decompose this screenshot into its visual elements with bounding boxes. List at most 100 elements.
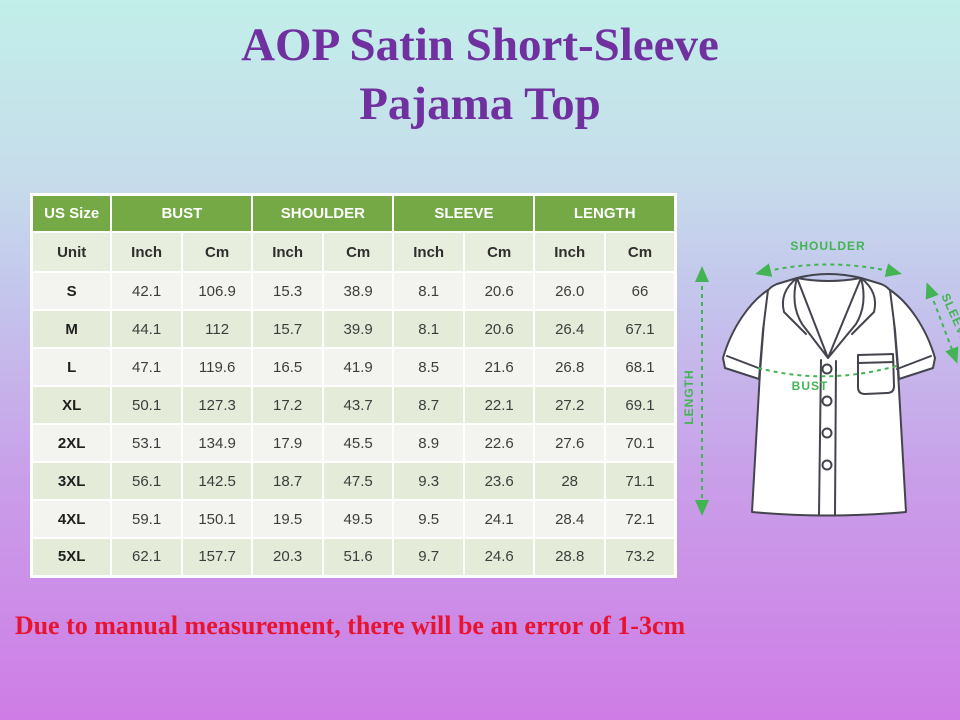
collar-right-outer [851, 277, 877, 335]
sleeve-arrow [925, 282, 959, 364]
column-group-shoulder: SHOULDER [251, 193, 395, 233]
unit-cell: Inch [110, 231, 183, 273]
size-chart-body: S 42.1 106.9 15.3 38.9 8.1 20.6 26.0 66 M 44.1 112 1… [30, 271, 677, 577]
size-chart-table: US Size BUST SHOULDER SLEEVE LENGTH Unit Inch C… [30, 193, 677, 578]
pajama-top-diagram: SHOULDER SLEEVE LENGTH BUST [682, 239, 960, 517]
measurement-value: 119.6 [180, 347, 254, 387]
collar-left-lapel [793, 277, 829, 359]
measurement-value: 106.9 [180, 271, 254, 311]
measurement-value: 127.3 [180, 385, 254, 425]
measurement-value: 8.7 [392, 385, 465, 425]
size-label: L [30, 347, 113, 387]
measurement-value: 26.0 [533, 271, 606, 311]
measurement-value: 24.1 [462, 499, 536, 539]
measurement-value: 38.9 [321, 271, 395, 311]
measurement-value: 26.8 [533, 347, 606, 387]
measurement-value: 9.7 [392, 537, 465, 577]
size-row-5xl: 5XL 62.1 157.7 20.3 51.6 9.7 24.6 28.8 73.2 [30, 537, 677, 577]
size-chart-head: US Size BUST SHOULDER SLEEVE LENGTH Unit Inch C… [30, 193, 677, 273]
unit-cell: Inch [533, 231, 606, 273]
size-row-2xl: 2XL 53.1 134.9 17.9 45.5 8.9 22.6 27.6 70.1 [30, 423, 677, 463]
collar-left-outer [781, 277, 807, 335]
measurement-value: 47.5 [321, 461, 395, 501]
shoulder-arrow [755, 263, 902, 277]
column-group-bust: BUST [110, 193, 254, 233]
measurement-value: 112 [180, 309, 254, 349]
measurement-value: 70.1 [603, 423, 677, 463]
measurement-value: 15.7 [251, 309, 324, 349]
unit-cell: Inch [251, 231, 324, 273]
measurement-value: 47.1 [110, 347, 183, 387]
size-row-4xl: 4XL 59.1 150.1 19.5 49.5 9.5 24.1 28.4 72.1 [30, 499, 677, 539]
measurement-value: 19.5 [251, 499, 324, 539]
measurement-value: 142.5 [180, 461, 254, 501]
measurement-value: 20.6 [462, 309, 536, 349]
column-group-us-size: US Size [30, 193, 113, 233]
measurement-value: 71.1 [603, 461, 677, 501]
measurement-value: 43.7 [321, 385, 395, 425]
shirt-button [821, 459, 833, 471]
shirt-button [821, 395, 833, 407]
unit-cell: Inch [392, 231, 465, 273]
measurement-value: 15.3 [251, 271, 324, 311]
pajama-top-drawing [722, 273, 936, 517]
measurement-value: 66 [603, 271, 677, 311]
length-label: LENGTH [682, 369, 696, 424]
page-title-line2: Pajama Top [359, 77, 601, 130]
collar-neck-top [796, 273, 862, 279]
measurement-value: 22.1 [462, 385, 536, 425]
measurement-value: 73.2 [603, 537, 677, 577]
measurement-value: 69.1 [603, 385, 677, 425]
measurement-value: 45.5 [321, 423, 395, 463]
measurement-value: 26.4 [533, 309, 606, 349]
measurement-arrows [695, 263, 959, 516]
measurement-value: 8.9 [392, 423, 465, 463]
measurement-value: 56.1 [110, 461, 183, 501]
measurement-value: 68.1 [603, 347, 677, 387]
measurement-value: 28.4 [533, 499, 606, 539]
measurement-value: 44.1 [110, 309, 183, 349]
measurement-value: 27.6 [533, 423, 606, 463]
bust-label: BUST [792, 379, 829, 393]
measurement-value: 59.1 [110, 499, 183, 539]
size-row-xl: XL 50.1 127.3 17.2 43.7 8.7 22.1 27.2 69.1 [30, 385, 677, 425]
size-row-l: L 47.1 119.6 16.5 41.9 8.5 21.6 26.8 68.1 [30, 347, 677, 387]
measurement-value: 8.1 [392, 271, 465, 311]
shirt-button [821, 427, 833, 439]
shirt-pocket [857, 353, 895, 395]
shirt-right-sleeve [889, 289, 936, 380]
measurement-value: 72.1 [603, 499, 677, 539]
bust-arrow [757, 364, 901, 378]
shirt-left-cuff-line [726, 355, 762, 370]
measurement-value: 62.1 [110, 537, 183, 577]
measurement-value: 49.5 [321, 499, 395, 539]
measurement-value: 28.8 [533, 537, 606, 577]
measurement-value: 8.5 [392, 347, 465, 387]
sleeve-label: SLEEVE [938, 291, 960, 345]
shirt-pocket-line [857, 361, 895, 364]
measurement-value: 9.5 [392, 499, 465, 539]
measurement-value: 16.5 [251, 347, 324, 387]
measurement-value: 134.9 [180, 423, 254, 463]
measurement-value: 42.1 [110, 271, 183, 311]
collar-right-lapel [827, 277, 865, 359]
measurement-value: 150.1 [180, 499, 254, 539]
shirt-placket [818, 359, 837, 516]
size-label: 5XL [30, 537, 113, 577]
unit-cell: Cm [603, 231, 677, 273]
measurement-value: 17.9 [251, 423, 324, 463]
measurement-value: 157.7 [180, 537, 254, 577]
measurement-value: 22.6 [462, 423, 536, 463]
measurement-value: 21.6 [462, 347, 536, 387]
size-label: XL [30, 385, 113, 425]
measurement-value: 51.6 [321, 537, 395, 577]
shirt-right-cuff-line [896, 355, 932, 370]
measurement-value: 41.9 [321, 347, 395, 387]
measurement-value: 17.2 [251, 385, 324, 425]
size-row-s: S 42.1 106.9 15.3 38.9 8.1 20.6 26.0 66 [30, 271, 677, 311]
measurement-value: 24.6 [462, 537, 536, 577]
unit-cell: Cm [321, 231, 395, 273]
measurement-value: 27.2 [533, 385, 606, 425]
measurement-value: 20.3 [251, 537, 324, 577]
